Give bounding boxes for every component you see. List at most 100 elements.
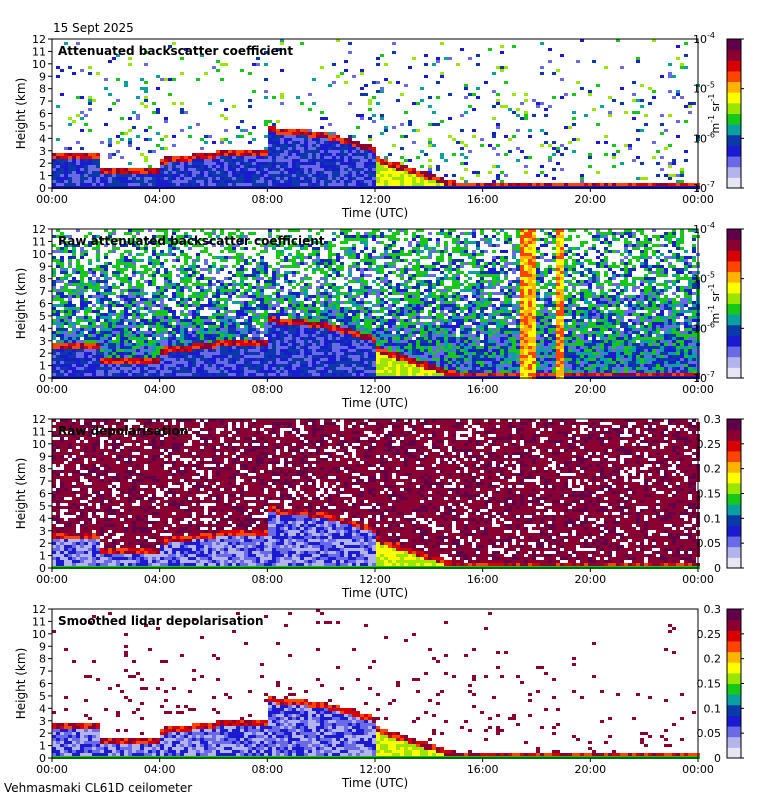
colorbar-tick-label: 0 bbox=[714, 752, 721, 765]
y-tick-label: 12 bbox=[32, 33, 46, 46]
colorbar-swatch bbox=[727, 166, 741, 178]
x-tick-label: 08:00 bbox=[251, 763, 283, 776]
y-tick-label: 0 bbox=[39, 182, 46, 195]
x-tick-label: 08:00 bbox=[251, 193, 283, 206]
colorbar-swatch bbox=[727, 546, 741, 558]
colorbar-tick-exp: -7 bbox=[707, 370, 715, 379]
x-tick-label: 16:00 bbox=[467, 573, 499, 586]
colorbar-tick-label: 0.2 bbox=[704, 653, 722, 666]
x-axis-label: Time (UTC) bbox=[341, 206, 408, 220]
y-tick-label: 8 bbox=[39, 463, 46, 476]
y-tick-label: 6 bbox=[39, 678, 46, 691]
y-tick-label: 1 bbox=[39, 550, 46, 563]
colorbar: 10-410-510-610-7m-1sr-1 bbox=[693, 221, 744, 385]
colorbar-swatch bbox=[727, 694, 741, 706]
y-tick-label: 3 bbox=[39, 715, 46, 728]
colorbar-swatch bbox=[727, 619, 741, 631]
y-tick-label: 6 bbox=[39, 108, 46, 121]
y-tick-label: 1 bbox=[39, 740, 46, 753]
x-tick-label: 16:00 bbox=[467, 193, 499, 206]
y-tick-label: 5 bbox=[39, 690, 46, 703]
colorbar-swatch bbox=[727, 450, 741, 463]
y-tick-label: 4 bbox=[39, 702, 46, 715]
y-tick-label: 8 bbox=[39, 273, 46, 286]
colorbar-swatch bbox=[727, 156, 741, 168]
colorbar-tick-label: 0.15 bbox=[697, 678, 722, 691]
colorbar-swatch bbox=[727, 461, 741, 473]
y-tick-label: 4 bbox=[39, 322, 46, 335]
colorbar-swatch bbox=[727, 81, 741, 93]
colorbar-swatch bbox=[727, 346, 741, 358]
x-tick-label: 08:00 bbox=[251, 573, 283, 586]
y-tick-label: 3 bbox=[39, 145, 46, 158]
y-tick-label: 12 bbox=[32, 413, 46, 426]
colorbar-swatch bbox=[727, 493, 741, 505]
y-axis-label: Height (km) bbox=[14, 458, 28, 529]
colorbar-tick-label: 0.2 bbox=[704, 463, 722, 476]
y-tick-label: 12 bbox=[32, 223, 46, 236]
colorbar-swatch bbox=[727, 704, 741, 716]
x-axis-label: Time (UTC) bbox=[341, 396, 408, 410]
colorbar-swatch bbox=[727, 715, 741, 727]
colorbar-tick-label: 0.15 bbox=[697, 488, 722, 501]
colorbar-swatch bbox=[727, 662, 741, 674]
y-tick-label: 11 bbox=[32, 235, 46, 248]
colorbar-swatch bbox=[727, 324, 741, 336]
y-tick-label: 2 bbox=[39, 347, 46, 360]
y-tick-label: 2 bbox=[39, 157, 46, 170]
colorbar-swatch bbox=[727, 482, 741, 494]
y-tick-label: 7 bbox=[39, 285, 46, 298]
x-axis-label: Time (UTC) bbox=[341, 776, 408, 790]
colorbar-tick-exp: -6 bbox=[707, 320, 715, 329]
colorbar-swatch bbox=[727, 504, 741, 516]
x-tick-label: 04:00 bbox=[144, 383, 176, 396]
y-tick-label: 11 bbox=[32, 615, 46, 628]
y-tick-label: 4 bbox=[39, 132, 46, 145]
panel-title: Attenuated backscatter coefficient bbox=[58, 44, 293, 58]
y-tick-label: 11 bbox=[32, 45, 46, 58]
y-tick-label: 6 bbox=[39, 298, 46, 311]
x-tick-label: 00:00 bbox=[682, 383, 714, 396]
heatmap-cells bbox=[52, 39, 700, 189]
y-tick-label: 7 bbox=[39, 665, 46, 678]
y-tick-label: 9 bbox=[39, 640, 46, 653]
colorbar-tick-exp: -4 bbox=[707, 221, 715, 230]
colorbar-swatch bbox=[727, 525, 741, 537]
colorbar-swatch bbox=[727, 113, 741, 125]
heatmap-cells bbox=[52, 419, 700, 569]
colorbar-tick-label: 10-4 bbox=[693, 31, 715, 46]
colorbar-swatch bbox=[727, 683, 741, 695]
colorbar-tick-label: 0.05 bbox=[697, 727, 722, 740]
colorbar: 0.3 0.25 0.2 0.15 0.1 0.05 0 bbox=[697, 413, 744, 575]
footer-label: Vehmasmaki CL61D ceilometer bbox=[4, 781, 193, 795]
colorbar-tick-label: 0.25 bbox=[697, 438, 722, 451]
y-tick-label: 9 bbox=[39, 70, 46, 83]
x-tick-label: 20:00 bbox=[574, 383, 606, 396]
panel-title: Raw depolarisation bbox=[58, 424, 188, 438]
y-tick-label: 7 bbox=[39, 95, 46, 108]
panel-2: Raw attenuated backscatter coefficient01… bbox=[14, 221, 744, 410]
x-tick-label: 12:00 bbox=[359, 763, 391, 776]
colorbar-swatch bbox=[727, 229, 741, 241]
colorbar-tick-label: 0.1 bbox=[704, 702, 722, 715]
x-tick-label: 04:00 bbox=[144, 573, 176, 586]
y-tick-label: 3 bbox=[39, 525, 46, 538]
y-tick-label: 1 bbox=[39, 170, 46, 183]
colorbar-tick-label: 0.1 bbox=[704, 512, 722, 525]
colorbar-swatch bbox=[727, 747, 741, 759]
colorbar-swatch bbox=[727, 314, 741, 326]
panel-title: Raw attenuated backscatter coefficient bbox=[58, 234, 325, 248]
colorbar-swatch bbox=[727, 39, 741, 51]
x-axis-label: Time (UTC) bbox=[341, 586, 408, 600]
colorbar-tick-label: 0.3 bbox=[704, 413, 722, 426]
y-tick-label: 10 bbox=[32, 248, 46, 261]
y-tick-label: 8 bbox=[39, 83, 46, 96]
colorbar-swatch bbox=[727, 630, 741, 642]
y-tick-label: 0 bbox=[39, 562, 46, 575]
colorbar-swatch bbox=[727, 367, 741, 379]
y-tick-label: 0 bbox=[39, 752, 46, 765]
panel-1: Attenuated backscatter coefficient012345… bbox=[14, 31, 744, 220]
colorbar-swatch bbox=[727, 557, 741, 569]
colorbar: 0.3 0.25 0.2 0.15 0.1 0.05 0 bbox=[697, 603, 744, 765]
x-tick-label: 20:00 bbox=[574, 193, 606, 206]
